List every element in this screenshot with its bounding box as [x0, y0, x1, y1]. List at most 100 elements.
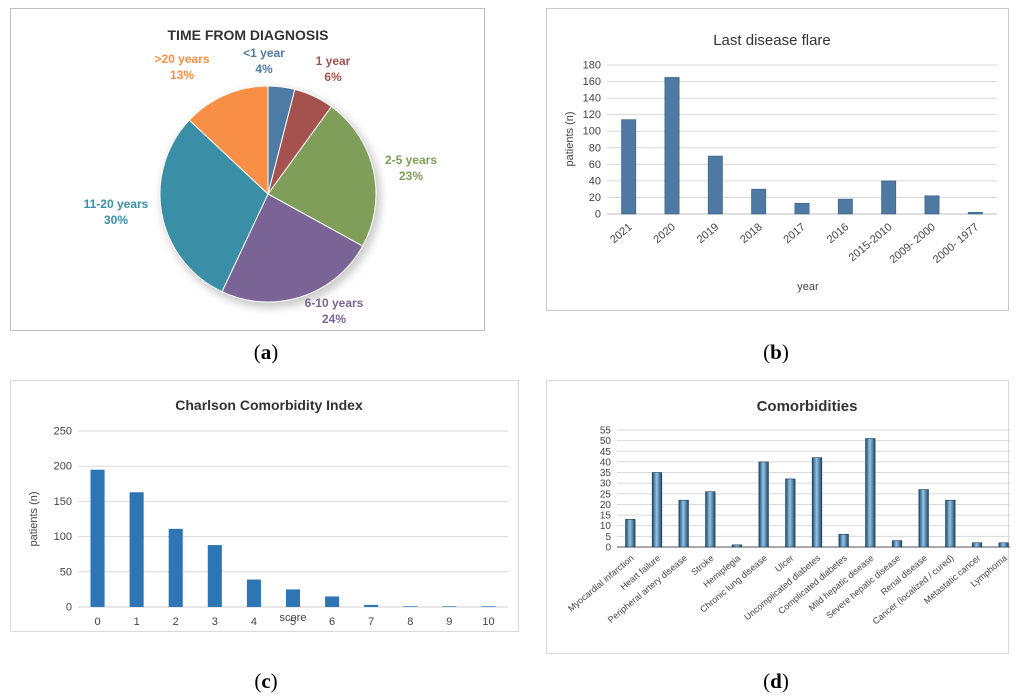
bar-lymphoma [998, 542, 1009, 548]
x-tick-label-2017: 2017 [781, 221, 807, 246]
y-tick-label: 55 [600, 426, 612, 437]
y-tick-label: 15 [600, 511, 612, 522]
caption-a: (a) [253, 340, 279, 364]
chart-title: Last disease flare [713, 32, 831, 49]
bar-stroke [705, 491, 716, 548]
x-tick-label-2021: 2021 [608, 221, 634, 246]
y-tick-label: 100 [54, 531, 72, 543]
pie-value-20-years: 13% [170, 68, 194, 82]
x-tick-label-2000-1977: 2000- 1977 [931, 221, 981, 266]
caption-c-letter: c [261, 669, 271, 693]
bar-10 [481, 606, 496, 607]
bar-2000-1977 [967, 212, 983, 215]
pie-label-6-10-years: 6-10 years [305, 296, 364, 310]
y-tick-label: 20 [600, 500, 612, 511]
pie-chart-panel: TIME FROM DIAGNOSIS <1 year 4% 1 year 6% 2-5 … [10, 8, 485, 331]
y-tick-label: 30 [600, 479, 612, 490]
x-axis-label: year [797, 281, 819, 293]
caption-b-letter: b [770, 340, 782, 364]
bar-peripheral-artery-disease [678, 499, 689, 548]
last-flare-chart-panel: Last disease flare 0 20 40 60 80 100 120 140 160 1… [546, 8, 1009, 311]
y-axis-label: patients (n) [28, 491, 40, 546]
bar-2018 [751, 188, 767, 215]
y-tick-label: 250 [54, 426, 72, 438]
y-tick-label: 50 [60, 566, 72, 578]
bar-2015-2010 [881, 180, 897, 215]
chart-title: Charlson Comorbidity Index [175, 397, 363, 413]
pie-title: TIME FROM DIAGNOSIS [168, 27, 329, 43]
pie-slice-20-years [188, 85, 269, 196]
y-tick-label: 150 [54, 496, 72, 508]
y-tick-label: 35 [600, 468, 612, 479]
bar-0 [90, 469, 105, 607]
bar-5 [285, 589, 301, 607]
pie-label-1-year: 1 year [316, 54, 351, 68]
x-tick-label-4: 4 [251, 616, 257, 628]
pie-slice-6-10-years [221, 193, 364, 303]
x-tick-label-2019: 2019 [695, 221, 721, 246]
charlson-chart-panel: Charlson Comorbidity Index 0 50 100 150 200 25… [10, 380, 519, 632]
caption-c: (c) [254, 669, 278, 693]
y-tick-label: 140 [583, 93, 601, 105]
y-tick-label: 40 [600, 457, 612, 468]
x-axis-label: score [280, 612, 307, 624]
y-tick-label: 0 [605, 543, 611, 554]
pie-value-11-20-years: 30% [104, 213, 128, 227]
bar-2020 [664, 77, 680, 215]
bar-2009-2000 [924, 195, 940, 215]
bar-4 [246, 579, 261, 607]
x-tick-label-8: 8 [407, 616, 413, 628]
bar-myocardial-infarction [625, 519, 636, 548]
pie-value-1-year: 6% [324, 70, 342, 84]
pie-label-11-20-years: 11-20 years [84, 197, 149, 211]
x-tick-label-5: 5 [290, 616, 296, 628]
y-tick-label: 180 [583, 60, 601, 72]
caption-a-letter: a [260, 340, 272, 364]
bar-8 [403, 606, 418, 607]
y-tick-label: 120 [583, 109, 601, 121]
x-tick-label-2018: 2018 [738, 221, 764, 246]
comorbidities-chart-panel: Comorbidities 0 5 10 15 20 25 30 35 40 45 50 55 Myoca… [546, 380, 1010, 654]
bar-chronic-lung-disease [758, 461, 769, 548]
bar-6 [325, 596, 340, 607]
y-tick-label: 5 [605, 532, 611, 543]
x-tick-label-6: 6 [329, 616, 335, 628]
y-tick-label: 40 [589, 175, 601, 187]
caption-d: (d) [763, 669, 789, 693]
bar-2016 [837, 198, 853, 215]
pie-value-6-10-years: 24% [322, 312, 346, 326]
bar-1 [129, 492, 144, 607]
bar-mild-hepatic-disease [865, 438, 876, 548]
bar-hemiplegia [731, 544, 743, 548]
y-tick-label: 20 [589, 192, 601, 204]
pie-value-2-5-years: 23% [399, 169, 423, 183]
x-tick-label-2020: 2020 [651, 221, 677, 246]
y-tick-label: 0 [66, 602, 72, 614]
bar-2 [168, 528, 183, 607]
y-tick-label: 50 [600, 436, 612, 447]
y-tick-label: 80 [589, 142, 601, 154]
y-axis-label: patients (n) [564, 111, 576, 166]
y-tick-label: 0 [595, 209, 601, 221]
y-tick-label: 200 [54, 461, 72, 473]
x-tick-label-10: 10 [482, 616, 494, 628]
bar-7 [364, 604, 379, 607]
caption-d-letter: d [770, 669, 782, 693]
bar-ulcer [785, 478, 796, 548]
pie-label-20-years: >20 years [154, 52, 209, 66]
x-tick-label-3: 3 [212, 616, 218, 628]
y-tick-label: 10 [600, 521, 612, 532]
y-tick-label: 100 [583, 126, 601, 138]
y-tick-label: 160 [583, 76, 601, 88]
bar-cancer-localized-cured [945, 499, 956, 548]
pie-label-1-year: <1 year [243, 46, 285, 60]
y-tick-label: 60 [589, 159, 601, 171]
x-tick-label-2: 2 [173, 616, 179, 628]
bar-severe-hepatic-disease [891, 540, 903, 548]
bar-2021 [621, 119, 637, 215]
charlson-index-chart: Charlson Comorbidity Index05010015020025… [28, 397, 508, 628]
bar-metastatic-cancer [971, 542, 983, 548]
pie-slice-2-5-years [267, 105, 377, 247]
x-tick-label-ulcer: Ulcer [773, 553, 796, 574]
bar-9 [442, 606, 457, 607]
